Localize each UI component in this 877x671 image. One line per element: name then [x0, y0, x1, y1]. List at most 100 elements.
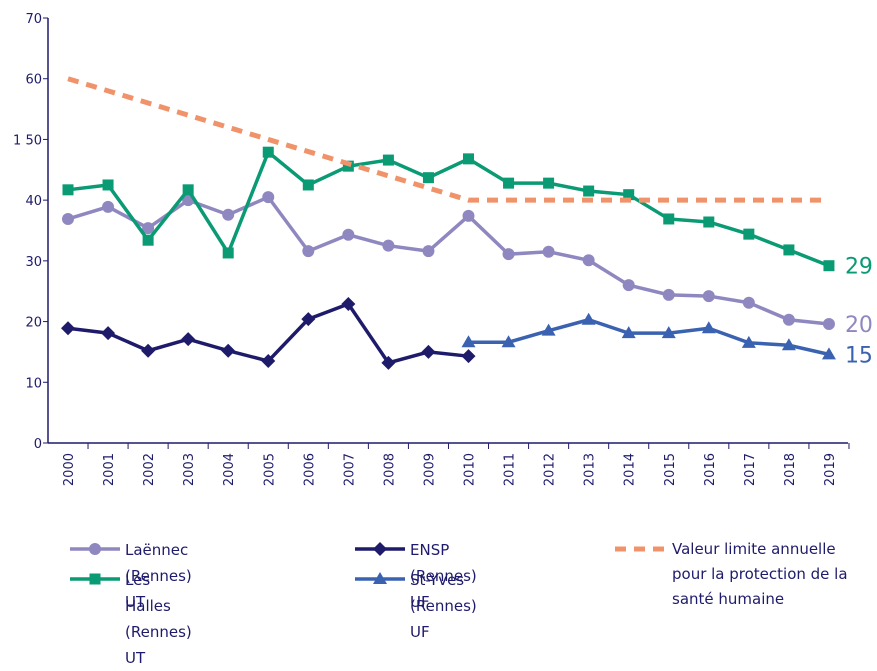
marker	[101, 326, 116, 341]
legend-label: Les Halles (Rennes) UT	[125, 571, 192, 667]
marker	[501, 335, 516, 348]
y-tick-label: 20	[25, 316, 42, 331]
marker	[742, 296, 755, 309]
marker	[743, 228, 755, 240]
marker	[141, 343, 156, 358]
x-tick-label: 2007	[342, 453, 357, 486]
marker	[621, 326, 636, 339]
marker	[222, 208, 235, 221]
x-tick-label: 2011	[503, 453, 518, 486]
marker	[422, 245, 435, 258]
x-tick-label: 2012	[543, 453, 558, 486]
marker	[663, 213, 675, 225]
y-tick-label: 0	[34, 437, 42, 452]
marker	[421, 344, 436, 359]
y-tick-label: 1 50	[13, 133, 42, 148]
marker	[221, 343, 236, 358]
series-line	[67, 76, 829, 203]
chart: 0 10 20 30 40 1 50 60 70 2000 2001 2002 2003 2004 200…	[13, 12, 873, 585]
marker	[581, 312, 596, 325]
marker	[781, 338, 796, 351]
marker	[373, 572, 387, 584]
marker	[102, 200, 115, 213]
marker	[382, 154, 394, 166]
marker	[182, 184, 194, 196]
marker	[222, 247, 234, 259]
marker	[62, 212, 74, 225]
series-line	[67, 194, 830, 326]
x-tick-label: 2000	[62, 453, 77, 486]
end-label: 29	[845, 255, 873, 280]
x-tick-label: 2014	[623, 453, 638, 486]
marker	[301, 312, 316, 327]
marker	[823, 260, 835, 272]
marker	[502, 248, 515, 261]
marker	[741, 335, 756, 348]
x-tick-label: 2017	[743, 453, 758, 486]
marker	[661, 326, 676, 339]
legend-label: St-Yves (Rennes) UF	[410, 571, 477, 641]
x-tick-label: 2004	[222, 453, 237, 486]
marker	[181, 332, 196, 347]
marker	[422, 172, 434, 184]
series-line	[67, 149, 830, 268]
marker	[662, 288, 675, 301]
marker	[302, 245, 315, 258]
x-tick-label: 2001	[102, 453, 117, 486]
x-tick-label: 2009	[422, 453, 437, 486]
x-tick-label: 2013	[583, 453, 598, 486]
marker	[461, 335, 476, 348]
y-tick-label: 10	[25, 376, 42, 391]
marker	[623, 189, 635, 201]
end-label: 20	[845, 313, 873, 338]
marker	[462, 209, 475, 222]
marker	[261, 354, 276, 369]
marker	[62, 184, 74, 196]
marker	[702, 290, 715, 303]
y-tick-label: 60	[25, 73, 42, 88]
marker	[61, 321, 75, 336]
marker	[262, 191, 275, 204]
y-tick-label: 40	[25, 194, 42, 209]
x-tick-label: 2015	[663, 453, 678, 486]
x-tick-label: 2005	[262, 453, 277, 486]
marker	[703, 216, 715, 228]
marker	[89, 573, 101, 585]
marker	[542, 245, 555, 258]
marker	[262, 146, 274, 158]
marker	[582, 254, 595, 267]
marker	[821, 347, 836, 360]
marker	[701, 321, 716, 334]
marker	[102, 179, 114, 191]
marker	[341, 296, 356, 311]
x-tick-label: 2002	[142, 453, 157, 486]
marker	[342, 228, 355, 241]
x-tick-label: 2003	[182, 453, 197, 486]
x-tick-label: 2010	[463, 453, 478, 486]
marker	[89, 543, 101, 555]
marker	[543, 177, 555, 189]
end-label: 15	[845, 343, 873, 368]
marker	[822, 318, 835, 330]
marker	[373, 542, 387, 556]
marker	[142, 234, 154, 246]
marker	[302, 179, 314, 191]
marker	[503, 177, 515, 189]
marker	[622, 279, 635, 292]
x-tick-label: 2018	[783, 453, 798, 486]
marker	[461, 349, 476, 364]
marker	[783, 244, 795, 256]
x-tick-label: 2006	[302, 453, 317, 486]
marker	[541, 323, 556, 336]
y-tick-label: 30	[25, 255, 42, 270]
marker	[463, 153, 474, 165]
series-line	[67, 301, 469, 365]
marker	[782, 313, 795, 326]
legend-label: ENSP (Rennes) UF	[410, 541, 477, 611]
x-tick-label: 2008	[382, 453, 397, 486]
legend-label: Valeur limite annuelle pour la protectio…	[672, 540, 848, 608]
marker	[142, 222, 155, 235]
legend-label: Laënnec (Rennes) UT	[125, 541, 192, 611]
marker	[381, 355, 396, 370]
x-tick-label: 2016	[703, 453, 718, 486]
